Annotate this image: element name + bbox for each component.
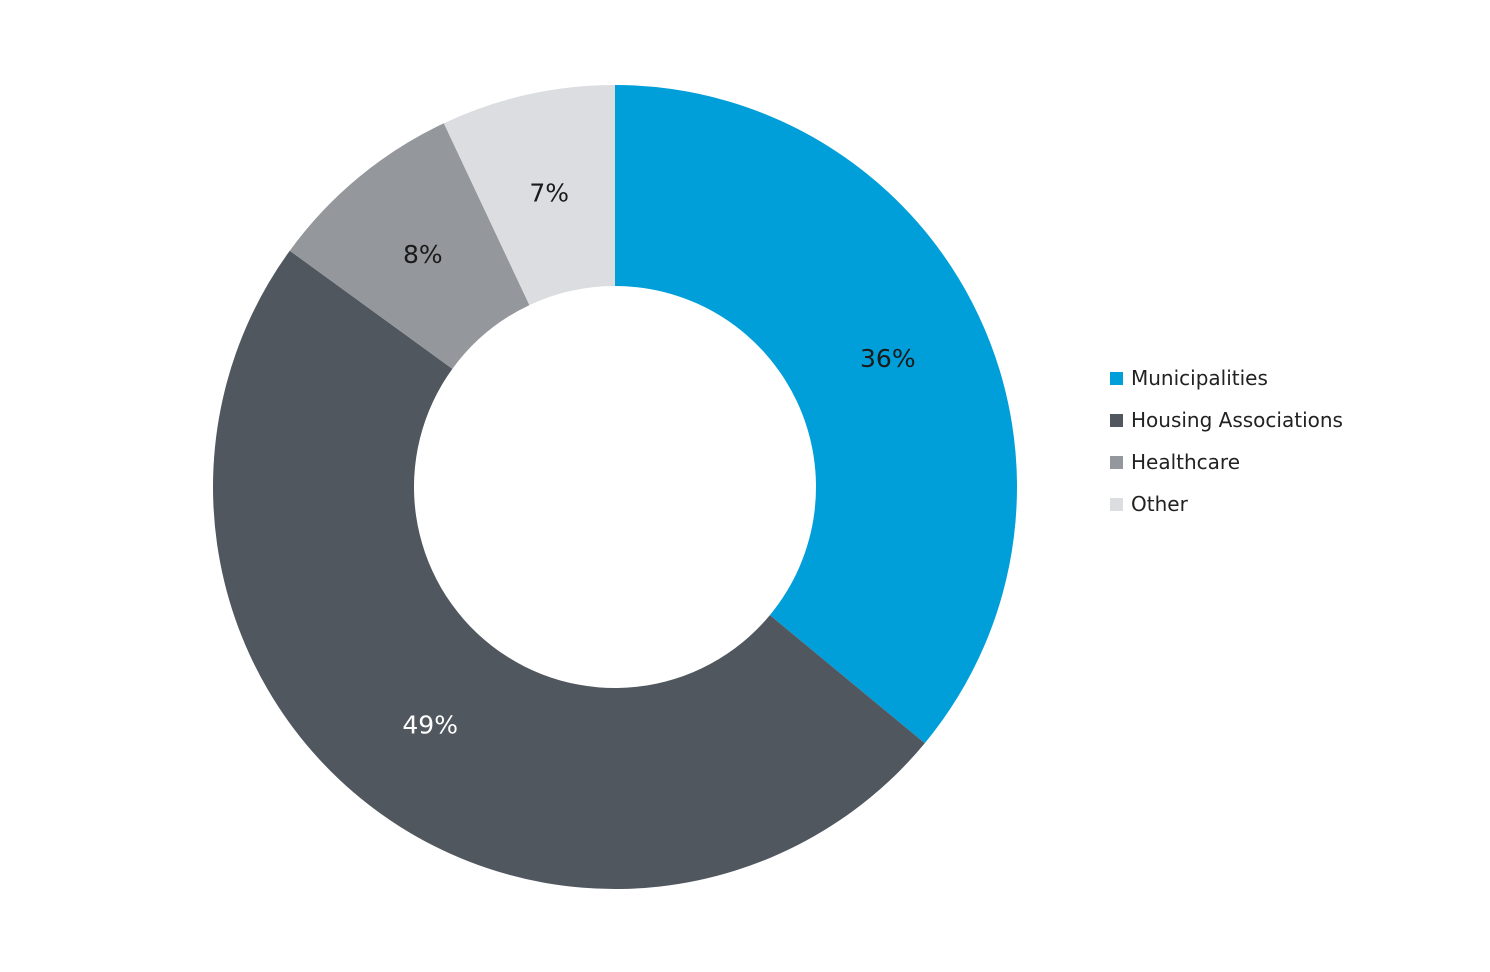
legend-label-municipalities: Municipalities	[1131, 366, 1268, 390]
donut-slices	[213, 85, 1017, 889]
donut-slice-labels: 36% 49% 8% 7%	[402, 178, 915, 739]
slice-label-municipalities: 36%	[860, 344, 916, 373]
chart-legend: Municipalities Housing Associations Heal…	[1110, 357, 1470, 525]
slice-label-other: 7%	[529, 178, 569, 207]
legend-item-housing-associations: Housing Associations	[1110, 399, 1470, 441]
slice-housing-associations	[213, 250, 925, 889]
slice-healthcare	[289, 123, 530, 369]
legend-item-healthcare: Healthcare	[1110, 441, 1470, 483]
legend-swatch-healthcare	[1110, 455, 1123, 469]
legend-item-municipalities: Municipalities	[1110, 357, 1470, 399]
legend-label-other: Other	[1131, 492, 1188, 516]
legend-label-healthcare: Healthcare	[1131, 450, 1241, 474]
legend-item-other: Other	[1110, 483, 1470, 525]
legend-label-housing-associations: Housing Associations	[1131, 408, 1343, 432]
legend-swatch-housing-associations	[1110, 413, 1123, 427]
slice-label-housing-associations: 49%	[402, 711, 458, 740]
slice-other	[443, 85, 615, 306]
legend-swatch-municipalities	[1110, 371, 1123, 385]
slice-label-healthcare: 8%	[403, 240, 443, 269]
slice-municipalities	[615, 85, 1017, 744]
legend-swatch-other	[1110, 497, 1123, 511]
